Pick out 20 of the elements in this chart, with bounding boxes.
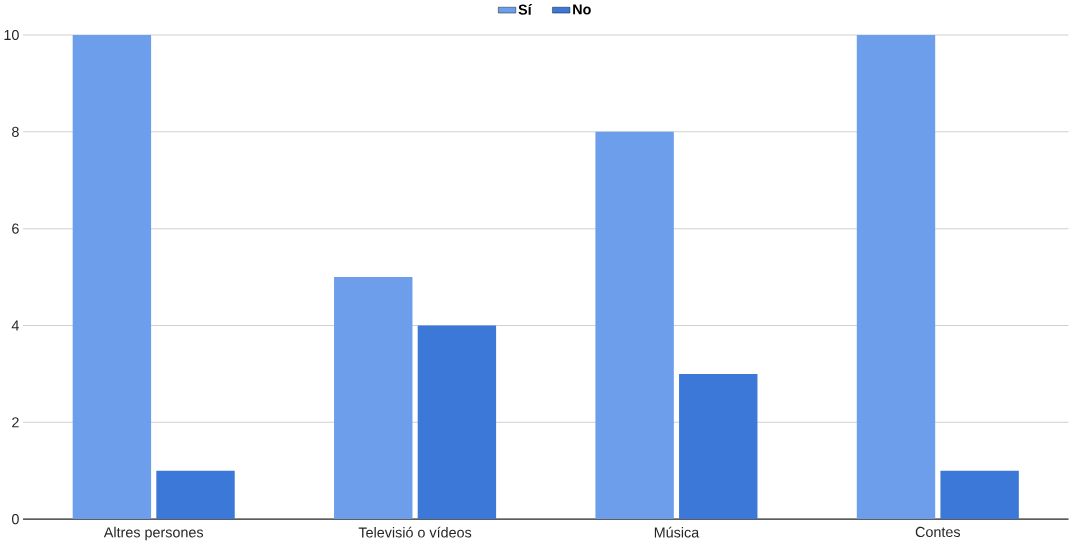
legend-label: Sí — [518, 4, 533, 15]
bar — [334, 277, 413, 520]
y-tick-label: 0 — [11, 514, 19, 525]
y-tick-label: 8 — [12, 126, 19, 138]
x-tick-label: Altres persones — [103, 527, 204, 541]
legend-label: No — [573, 4, 591, 15]
bar — [940, 470, 1019, 520]
y-tick-label: 10 — [4, 30, 19, 41]
x-tick-label: Contes — [915, 527, 961, 538]
x-tick-label: Música — [654, 527, 700, 538]
bar — [72, 35, 152, 520]
x-tick-label: Televisió o vídeos — [358, 527, 472, 538]
y-tick-label: 4 — [11, 320, 19, 331]
y-tick-label: 2 — [12, 417, 19, 428]
bar — [679, 374, 758, 520]
bar — [417, 325, 497, 520]
bar — [156, 470, 235, 520]
bar — [595, 131, 674, 520]
y-tick-label: 6 — [12, 223, 19, 234]
bar — [856, 35, 936, 520]
